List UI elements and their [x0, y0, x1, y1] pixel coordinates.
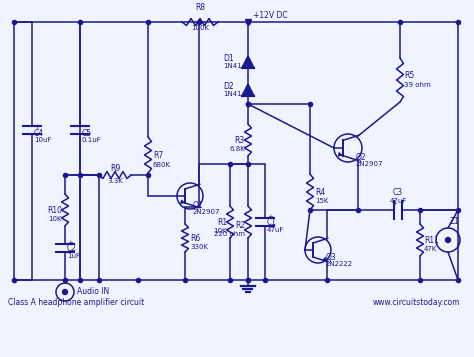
Text: D1: D1 — [223, 54, 234, 62]
Text: 6.8K: 6.8K — [229, 146, 245, 152]
Text: 680K: 680K — [153, 162, 171, 168]
Text: 10K: 10K — [213, 228, 227, 234]
Text: +: + — [267, 214, 273, 220]
Text: R6: R6 — [190, 233, 200, 242]
Text: www.circuitstoday.com: www.circuitstoday.com — [373, 298, 460, 307]
Polygon shape — [242, 84, 254, 96]
Polygon shape — [242, 56, 254, 68]
Circle shape — [63, 290, 67, 295]
Text: +: + — [391, 201, 397, 207]
Circle shape — [446, 237, 450, 242]
Text: Q1: Q1 — [193, 201, 204, 210]
Text: 47K: 47K — [424, 246, 438, 252]
Text: 330K: 330K — [190, 244, 208, 250]
Text: 10K: 10K — [48, 216, 62, 222]
Text: 1N4148: 1N4148 — [223, 63, 250, 69]
Text: Q3: Q3 — [326, 253, 337, 262]
Text: 0.1uF: 0.1uF — [82, 137, 102, 143]
Text: R2: R2 — [235, 221, 245, 230]
Text: +: + — [67, 240, 73, 246]
Text: 47uF: 47uF — [389, 198, 407, 204]
Text: Z1: Z1 — [450, 217, 460, 226]
Text: 2N2907: 2N2907 — [356, 161, 383, 167]
Text: R11: R11 — [424, 236, 439, 245]
Text: R4: R4 — [315, 187, 325, 196]
Text: 10uF: 10uF — [34, 137, 52, 143]
Text: Q2: Q2 — [356, 153, 366, 162]
Text: 47uF: 47uF — [267, 227, 284, 233]
Text: R3: R3 — [235, 136, 245, 145]
Text: C1: C1 — [267, 217, 277, 226]
Text: 3.3K: 3.3K — [107, 178, 123, 184]
Text: 2N2222: 2N2222 — [326, 261, 353, 267]
Text: R10: R10 — [47, 206, 62, 215]
Text: C2: C2 — [67, 243, 77, 252]
Text: 1N4148: 1N4148 — [223, 91, 250, 97]
Text: +: + — [34, 124, 40, 130]
Text: R9: R9 — [110, 164, 120, 173]
Text: R8: R8 — [195, 3, 205, 12]
Text: 220 ohm: 220 ohm — [214, 231, 245, 237]
Text: C3: C3 — [393, 188, 403, 197]
Text: C5: C5 — [82, 129, 92, 138]
Text: R7: R7 — [153, 151, 163, 160]
Text: 1uF: 1uF — [67, 253, 80, 259]
Text: R1: R1 — [217, 217, 227, 226]
Text: 2N2907: 2N2907 — [193, 209, 220, 215]
Text: Class A headphone amplifier circuit: Class A headphone amplifier circuit — [8, 298, 144, 307]
Text: 100K: 100K — [191, 25, 209, 31]
Text: D2: D2 — [223, 81, 234, 91]
Text: R5: R5 — [404, 70, 414, 80]
Text: C4: C4 — [34, 129, 44, 138]
Text: Audio IN: Audio IN — [77, 287, 109, 297]
Text: +12V DC: +12V DC — [253, 11, 288, 20]
Text: 39 ohm: 39 ohm — [404, 82, 431, 88]
Text: 15K: 15K — [315, 198, 328, 204]
